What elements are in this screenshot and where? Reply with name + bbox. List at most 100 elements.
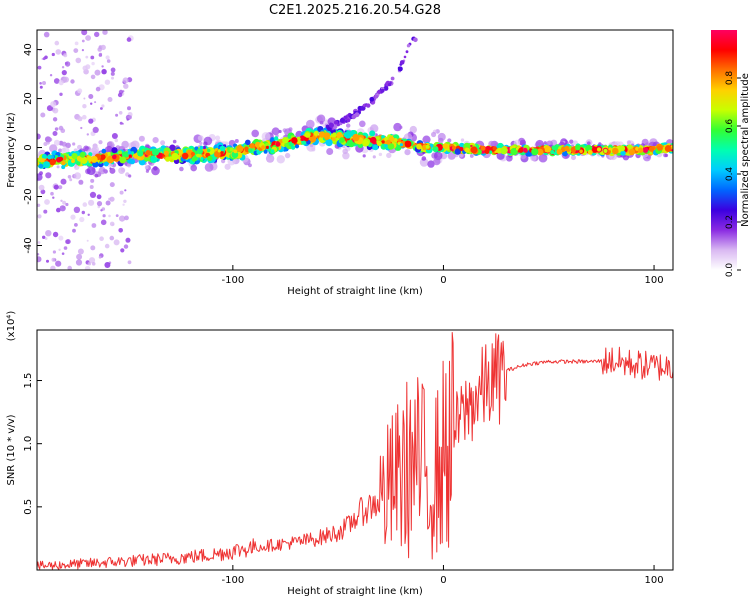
heatmap-cell (422, 135, 431, 144)
heatmap-cell (118, 228, 123, 233)
heatmap-cell (393, 138, 398, 143)
heatmap-cell (376, 140, 382, 146)
heatmap-cell (83, 97, 86, 100)
heatmap-cell (53, 184, 59, 190)
heatmap-cell (89, 191, 97, 198)
heatmap-cell (234, 139, 239, 143)
heatmap-cell (82, 65, 88, 71)
heatmap-cell (261, 132, 271, 141)
heatmap-cell (37, 241, 41, 244)
heatmap-cell (144, 165, 149, 170)
heatmap-cell (90, 178, 95, 183)
heatmap-cell (538, 153, 548, 163)
heatmap-cell (86, 166, 96, 176)
heatmap-cell (316, 114, 326, 123)
heatmap-cell (372, 155, 376, 159)
spectrogram-panel: -100 0 100 -40 -20 0 20 40 Height of straight … (6, 29, 674, 297)
heatmap-cell (88, 94, 94, 99)
heatmap-cell (447, 138, 452, 143)
heatmap-cell (108, 214, 111, 218)
heatmap-cell (619, 145, 626, 152)
heatmap-cell (421, 156, 427, 161)
colorbar-tick-label: 0.4 (725, 167, 735, 182)
heatmap-cell (339, 118, 345, 123)
heatmap-cell (118, 111, 123, 115)
heatmap-cell (657, 145, 663, 151)
heatmap-cell (270, 149, 275, 154)
y-tick-label: 1.5 (23, 373, 34, 389)
heatmap-cell (96, 201, 103, 207)
heatmap-cell (128, 154, 132, 158)
heatmap-cell (233, 149, 238, 154)
heatmap-cell (145, 169, 149, 173)
heatmap-cell (642, 147, 649, 153)
heatmap-cell (107, 151, 111, 156)
heatmap-cell (126, 118, 129, 121)
heatmap-cell (38, 184, 45, 191)
heatmap-cell (245, 139, 251, 146)
snr-series-line (37, 332, 673, 570)
heatmap-cell (299, 135, 306, 141)
heatmap-cell (197, 135, 204, 142)
heatmap-cell (64, 61, 71, 67)
heatmap-cell (58, 185, 63, 190)
heatmap-cell (452, 145, 456, 150)
heatmap-cell (41, 153, 48, 160)
heatmap-cell (88, 199, 95, 206)
heatmap-cell (106, 59, 111, 63)
heatmap-cell (65, 202, 69, 207)
heatmap-cell (109, 196, 115, 202)
heatmap-cell (265, 142, 270, 147)
heatmap-cell (404, 140, 412, 148)
heatmap-cell (37, 203, 41, 207)
heatmap-cell (87, 262, 92, 266)
heatmap-cell (92, 126, 99, 133)
heatmap-cell (84, 265, 91, 270)
spectrogram-x-ticks: -100 0 100 (222, 265, 664, 286)
heatmap-cell (88, 257, 96, 264)
heatmap-cell (591, 146, 599, 153)
heatmap-cell (448, 151, 456, 160)
heatmap-cell (510, 147, 518, 156)
heatmap-cell (73, 206, 81, 213)
heatmap-cell (587, 149, 593, 155)
heatmap-cell (101, 104, 105, 108)
heatmap-cell (397, 138, 402, 143)
heatmap-cell (46, 259, 49, 263)
heatmap-cell (112, 223, 115, 226)
heatmap-cell (551, 145, 557, 151)
heatmap-cell (127, 150, 132, 155)
heatmap-cell (37, 65, 42, 70)
heatmap-cell (207, 148, 211, 153)
heatmap-cell (115, 214, 119, 218)
heatmap-cell (77, 88, 83, 94)
heatmap-cell (664, 145, 672, 153)
heatmap-cell (224, 141, 229, 146)
heatmap-cell (77, 248, 84, 255)
heatmap-cell (81, 49, 84, 52)
heatmap-cell (61, 160, 66, 166)
heatmap-cell (325, 139, 333, 147)
heatmap-cell (127, 106, 131, 111)
heatmap-cell (276, 155, 285, 164)
heatmap-cell (608, 147, 612, 151)
heatmap-cell (37, 214, 42, 219)
heatmap-cell (81, 30, 88, 36)
heatmap-cell (587, 141, 591, 145)
heatmap-cell (388, 136, 395, 142)
heatmap-cell (121, 140, 129, 149)
heatmap-cell (73, 48, 79, 53)
heatmap-cell (52, 107, 59, 114)
heatmap-cell (390, 76, 395, 81)
heatmap-cell (470, 146, 478, 154)
snr-y-axis-label: SNR (10 * v/v) (6, 414, 17, 485)
heatmap-cell (492, 146, 497, 151)
heatmap-cell (121, 151, 128, 158)
heatmap-cell (72, 228, 76, 233)
heatmap-cell (122, 77, 129, 84)
heatmap-cell (369, 130, 376, 137)
heatmap-cell (119, 121, 123, 125)
heatmap-cell (370, 136, 377, 144)
heatmap-cell (126, 37, 132, 42)
heatmap-cell (620, 150, 626, 156)
